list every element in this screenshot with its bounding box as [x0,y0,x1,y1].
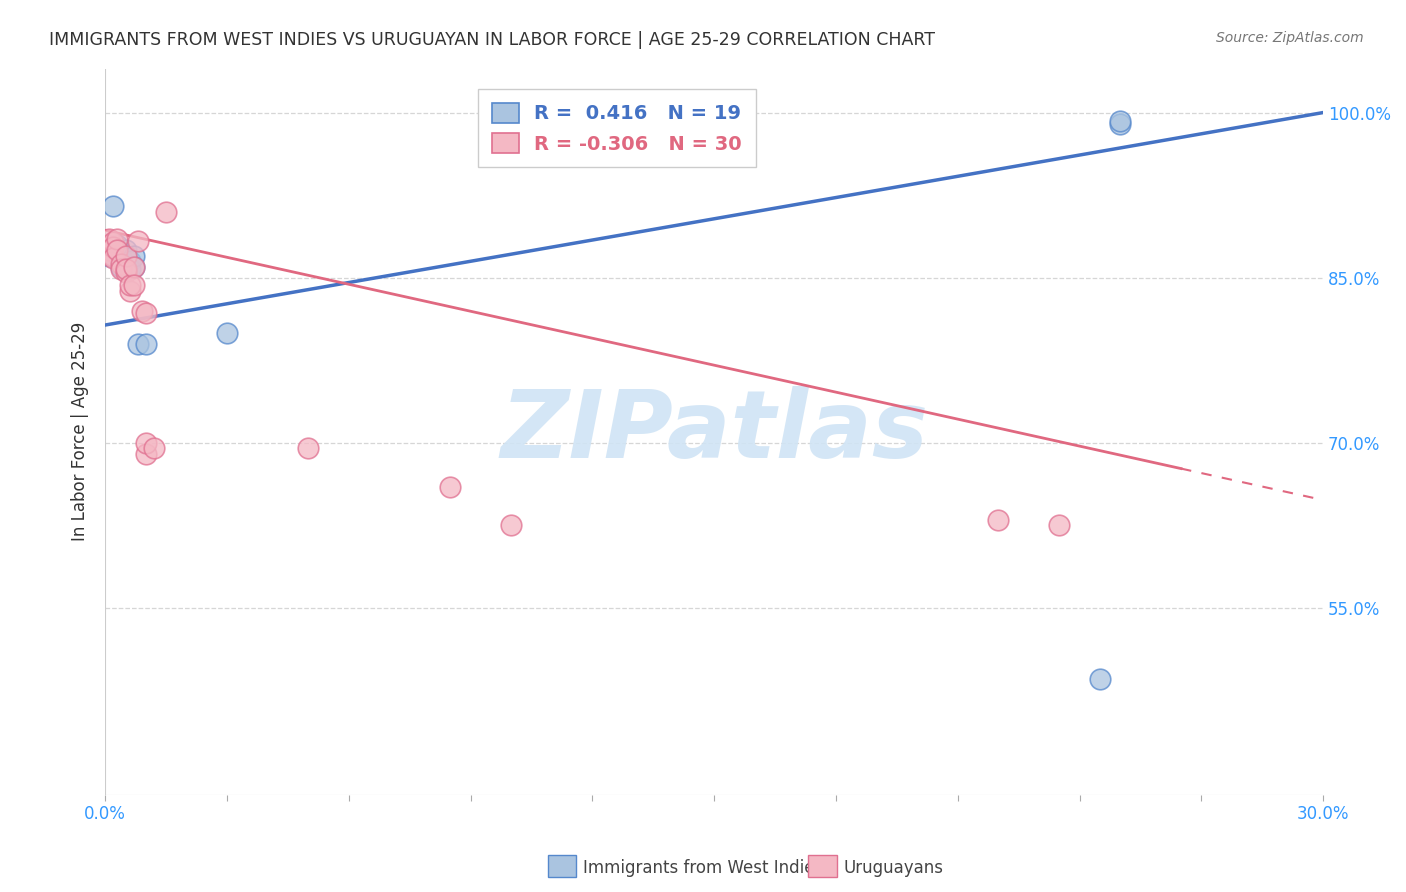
Point [103,235,125,250]
Text: IMMIGRANTS FROM WEST INDIES VS URUGUAYAN IN LABOR FORCE | AGE 25-29 CORRELATION : IMMIGRANTS FROM WEST INDIES VS URUGUAYAN… [49,31,935,49]
Point [127,336,149,351]
Point [215,326,238,340]
Point [105,237,128,252]
Point [1109,117,1132,131]
Point [98,237,121,252]
Legend: R =  0.416   N = 19, R = -0.306   N = 30: R = 0.416 N = 19, R = -0.306 N = 30 [478,89,755,167]
Point [131,303,153,318]
Point [110,261,132,276]
Point [122,260,145,274]
Point [118,261,141,276]
Point [110,260,132,274]
Point [987,513,1010,527]
Point [122,249,145,263]
Point [98,249,121,263]
Point [122,260,145,274]
Point [135,435,157,450]
Point [114,265,136,279]
Text: ZIPatlas: ZIPatlas [501,386,928,478]
Point [127,235,149,249]
Point [105,232,128,246]
Point [103,249,125,263]
Point [135,306,157,320]
Text: Uruguayans: Uruguayans [844,859,943,877]
Point [122,278,145,293]
Point [155,204,177,219]
Point [114,251,136,265]
Point [105,243,128,257]
Y-axis label: In Labor Force | Age 25-29: In Labor Force | Age 25-29 [72,322,89,541]
Point [105,243,128,257]
Point [114,249,136,263]
Point [297,442,319,456]
Point [1088,673,1111,687]
Point [135,336,157,351]
Text: Immigrants from West Indies: Immigrants from West Indies [583,859,824,877]
Point [103,199,125,213]
Point [114,260,136,274]
Point [98,232,121,246]
Text: Source: ZipAtlas.com: Source: ZipAtlas.com [1216,31,1364,45]
Point [118,278,141,293]
Point [114,243,136,257]
Point [114,261,136,276]
Point [103,251,125,265]
Point [118,284,141,298]
Point [110,257,132,271]
Point [118,254,141,268]
Point [98,243,121,257]
Point [103,240,125,254]
Point [110,249,132,263]
Point [135,447,157,461]
Point [439,480,461,494]
Point [501,518,523,533]
Point [1047,518,1070,533]
Point [142,442,165,456]
Point [1109,114,1132,128]
